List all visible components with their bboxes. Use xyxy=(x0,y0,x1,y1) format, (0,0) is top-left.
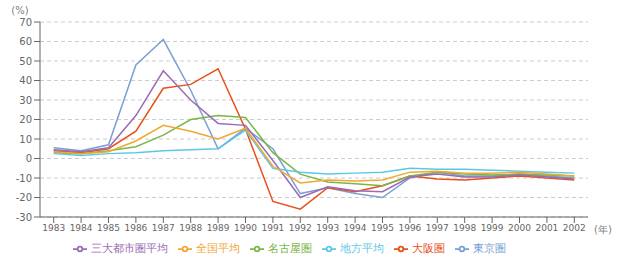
svg-text:1984: 1984 xyxy=(70,223,93,233)
html-text:全国平均: 全国平均 xyxy=(195,242,240,255)
svg-text:-30: -30 xyxy=(16,212,32,223)
svg-text:1997: 1997 xyxy=(426,223,449,233)
svg-text:2000: 2000 xyxy=(508,223,531,233)
html-text:三大都市圏平均: 三大都市圏平均 xyxy=(90,242,168,255)
svg-text:1989: 1989 xyxy=(207,223,230,233)
svg-text:1991: 1991 xyxy=(261,223,284,233)
svg-text:-20: -20 xyxy=(16,192,32,203)
svg-text:50: 50 xyxy=(19,56,32,67)
svg-text:1999: 1999 xyxy=(481,223,504,233)
svg-text:2001: 2001 xyxy=(535,223,558,233)
svg-text:(%): (%) xyxy=(11,5,28,16)
svg-text:1992: 1992 xyxy=(289,223,312,233)
svg-text:2002: 2002 xyxy=(563,223,586,233)
svg-text:1993: 1993 xyxy=(316,223,339,233)
html-text:大阪圏: 大阪圏 xyxy=(411,242,445,255)
svg-text:1987: 1987 xyxy=(152,223,175,233)
svg-text:0: 0 xyxy=(26,153,32,164)
html-text:地方平均: 地方平均 xyxy=(339,242,384,255)
svg-text:1995: 1995 xyxy=(371,223,394,233)
svg-text:-10: -10 xyxy=(16,173,32,184)
svg-text:1988: 1988 xyxy=(179,223,202,233)
html-text:東京圏: 東京圏 xyxy=(472,242,506,255)
svg-text:1998: 1998 xyxy=(453,223,476,233)
svg-text:1994: 1994 xyxy=(344,223,367,233)
svg-text:40: 40 xyxy=(19,75,32,86)
svg-text:(年): (年) xyxy=(594,224,612,235)
svg-text:10: 10 xyxy=(19,134,32,145)
svg-text:1990: 1990 xyxy=(234,223,257,233)
html-text:名古屋圏: 名古屋圏 xyxy=(267,242,312,255)
svg-text:30: 30 xyxy=(19,95,32,106)
svg-text:1983: 1983 xyxy=(42,223,65,233)
svg-text:1986: 1986 xyxy=(124,223,147,233)
svg-text:70: 70 xyxy=(19,17,32,28)
svg-text:60: 60 xyxy=(19,36,32,47)
svg-text:1985: 1985 xyxy=(97,223,120,233)
svg-text:1996: 1996 xyxy=(398,223,421,233)
svg-text:20: 20 xyxy=(19,114,32,125)
